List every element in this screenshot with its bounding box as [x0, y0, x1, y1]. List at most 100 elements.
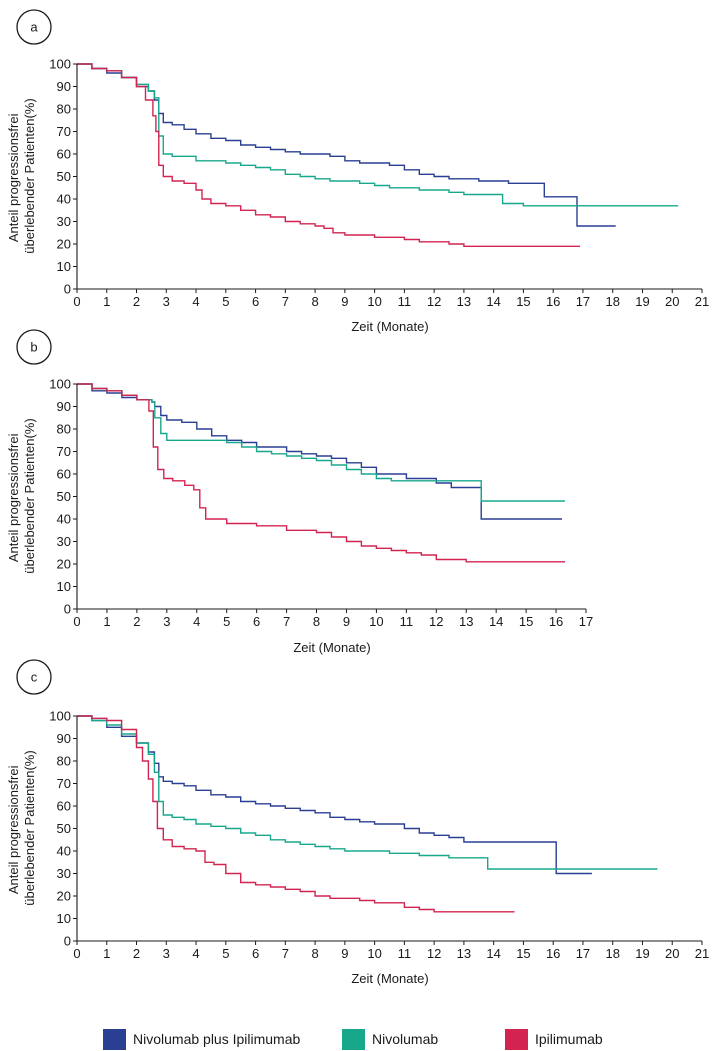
panel-c-series-ipilimumab — [77, 715, 515, 913]
panel-a-series-nivolumab-plus-ipilimumab — [77, 63, 616, 227]
panel-c-x-tick-label: 10 — [367, 946, 381, 961]
panel-b-x-tick-label: 8 — [313, 614, 320, 629]
panel-a-x-tick-label: 8 — [311, 294, 318, 309]
panel-c-x-tick-label: 20 — [665, 946, 679, 961]
panel-b-y-tick-label: 80 — [57, 422, 71, 437]
panel-a-x-tick-label: 19 — [635, 294, 649, 309]
panel-a-y-tick-label: 0 — [64, 282, 71, 297]
panel-c-letter: c — [31, 670, 38, 685]
panel-a-x-tick-label: 16 — [546, 294, 560, 309]
panel-c-y-tick-label: 70 — [57, 776, 71, 791]
legend-label-nivolumab: Nivolumab — [372, 1031, 438, 1047]
panel-b-x-tick-label: 12 — [429, 614, 443, 629]
panel-a-y-tick-label: 30 — [57, 214, 71, 229]
panel-b-x-tick-label: 4 — [193, 614, 200, 629]
panel-c-series-nivolumab — [77, 715, 658, 870]
panel-a-x-tick-label: 3 — [163, 294, 170, 309]
panel-c-x-tick-label: 8 — [311, 946, 318, 961]
panel-a-x-tick-label: 10 — [367, 294, 381, 309]
panel-c-y-axis-label: Anteil progressionsfrei überlebender Pat… — [6, 750, 37, 905]
panel-a-x-tick-label: 6 — [252, 294, 259, 309]
legend-item-nivolumab: Nivolumab — [342, 1029, 438, 1050]
panel-c-x-tick-label: 19 — [635, 946, 649, 961]
panel-c-x-axis-label: Zeit (Monate) — [351, 971, 428, 986]
panel-c-x-tick-label: 4 — [192, 946, 199, 961]
panel-b-letter: b — [30, 340, 37, 355]
panel-b-x-tick-label: 17 — [579, 614, 593, 629]
panel-c-series-nivolumab-plus-ipilimumab — [77, 715, 592, 875]
panel-b-x-tick-label: 0 — [73, 614, 80, 629]
panel-a-y-tick-label: 60 — [57, 147, 71, 162]
legend-item-nivolumab-plus-ipilimumab: Nivolumab plus Ipilimumab — [103, 1029, 301, 1050]
panel-b-x-tick-label: 16 — [549, 614, 563, 629]
panel-c-y-axis-label-line-2: überlebender Patienten(%) — [22, 750, 37, 905]
panel-a-y-axis-label-line-2: überlebender Patienten(%) — [22, 98, 37, 253]
panel-c-x-tick-label: 15 — [516, 946, 530, 961]
panel-b-x-tick-label: 3 — [163, 614, 170, 629]
panel-b-y-tick-label: 70 — [57, 444, 71, 459]
panel-c-x-tick-label: 14 — [486, 946, 500, 961]
legend-item-ipilimumab: Ipilimumab — [505, 1029, 603, 1050]
panel-b-x-tick-label: 9 — [343, 614, 350, 629]
panel-a-x-axis-label: Zeit (Monate) — [351, 319, 428, 334]
panel-c-y-tick-label: 50 — [57, 821, 71, 836]
panel-a-x-tick-label: 1 — [103, 294, 110, 309]
panel-a-x-tick-label: 4 — [192, 294, 199, 309]
panel-b-y-axis-label-line-2: überlebender Patienten(%) — [22, 418, 37, 573]
panel-c-y-tick-label: 40 — [57, 844, 71, 859]
panel-b-y-axis-label-line-1: Anteil progressionsfrei — [6, 433, 21, 562]
panel-a-x-tick-label: 20 — [665, 294, 679, 309]
panel-a-badge — [16, 9, 52, 45]
panel-b-badge — [16, 329, 52, 365]
panel-b-x-tick-label: 14 — [489, 614, 503, 629]
panel-c-x-tick-label: 21 — [695, 946, 709, 961]
panel-a-x-tick-label: 17 — [576, 294, 590, 309]
panel-b-x-tick-label: 7 — [283, 614, 290, 629]
panel-a-x-tick-label: 13 — [457, 294, 471, 309]
panel-c-x-tick-label: 6 — [252, 946, 259, 961]
legend-label-ipilimumab: Ipilimumab — [535, 1031, 603, 1047]
panel-c-x-tick-label: 7 — [282, 946, 289, 961]
panel-b-series-nivolumab — [77, 383, 565, 502]
panel-c-y-tick-label: 100 — [49, 709, 71, 724]
panel-c-badge — [16, 659, 52, 695]
panel-b-series-nivolumab-plus-ipilimumab — [77, 383, 562, 520]
panel-b-y-tick-label: 30 — [57, 534, 71, 549]
panel-b-x-tick-label: 6 — [253, 614, 260, 629]
panel-c-x-tick-label: 5 — [222, 946, 229, 961]
panel-c-y-tick-label: 80 — [57, 754, 71, 769]
panel-c-x-tick-label: 0 — [73, 946, 80, 961]
panel-b-y-tick-label: 90 — [57, 399, 71, 414]
panel-a-series-nivolumab — [77, 63, 679, 207]
panel-c-x-tick-label: 11 — [398, 946, 412, 961]
panel-c-y-axis-label-line-1: Anteil progressionsfrei — [6, 765, 21, 894]
panel-b-series-ipilimumab — [77, 383, 565, 563]
panel-b-x-tick-label: 10 — [369, 614, 383, 629]
legend-swatch-nivolumab-plus-ipilimumab — [103, 1029, 126, 1050]
panel-b-y-axis-label: Anteil progressionsfrei überlebender Pat… — [6, 418, 37, 573]
panel-a-x-tick-label: 2 — [133, 294, 140, 309]
panel-a-x-tick-label: 7 — [282, 294, 289, 309]
panel-a-x-tick-label: 12 — [427, 294, 441, 309]
panel-a-x-tick-label: 5 — [222, 294, 229, 309]
panel-a-y-axis-label-line-1: Anteil progressionsfrei — [6, 113, 21, 242]
panel-c-x-tick-label: 3 — [163, 946, 170, 961]
panel-a-x-tick-label: 15 — [516, 294, 530, 309]
panel-b-y-tick-label: 60 — [57, 467, 71, 482]
panel-a-x-tick-label: 18 — [605, 294, 619, 309]
panel-a-y-tick-label: 10 — [57, 259, 71, 274]
panel-a-x-tick-label: 14 — [486, 294, 500, 309]
panel-a-y-axis-label: Anteil progressionsfrei überlebender Pat… — [6, 98, 37, 253]
panel-c-x-tick-label: 2 — [133, 946, 140, 961]
panel-a-x-tick-label: 0 — [73, 294, 80, 309]
panel-c-y-tick-label: 90 — [57, 731, 71, 746]
panel-a-x-tick-label: 21 — [695, 294, 709, 309]
panel-c-y-tick-label: 30 — [57, 866, 71, 881]
panel-a-x-tick-label: 9 — [341, 294, 348, 309]
panel-a-y-tick-label: 100 — [49, 57, 71, 72]
panel-a-y-tick-label: 20 — [57, 237, 71, 252]
